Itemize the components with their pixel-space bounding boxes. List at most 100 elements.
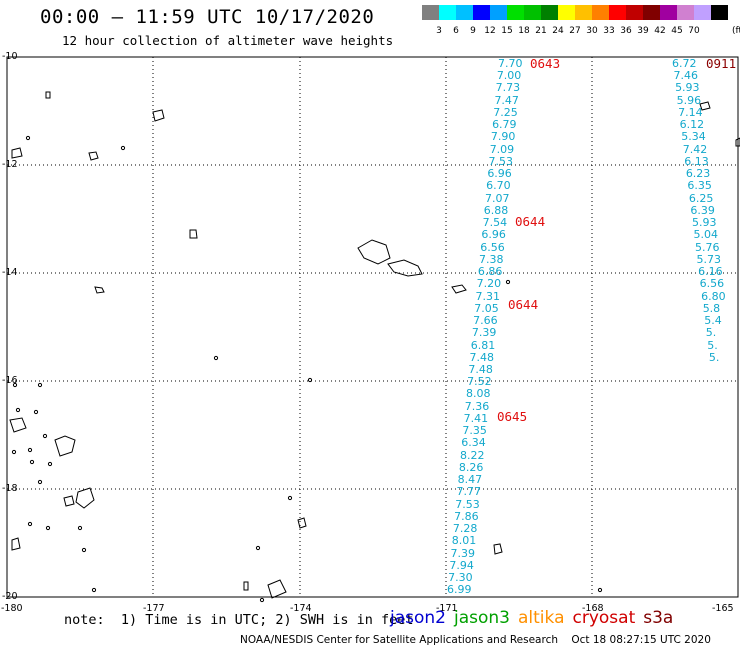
wave-height-value: 5.93 [691, 216, 717, 230]
scale-label: 15 [501, 26, 513, 36]
map-frame [6, 56, 739, 598]
small-island [287, 495, 293, 501]
footer-credit: NOAA/NESDIS Center for Satellite Applica… [240, 634, 711, 646]
wave-height-value: 7.39 [471, 326, 497, 340]
scale-label: 30 [586, 26, 598, 36]
wave-height-value: 5. [707, 338, 718, 352]
wave-height-value: 6.39 [690, 203, 715, 217]
island-outline [11, 537, 21, 551]
scale-swatch [575, 5, 592, 20]
satellite-legend-item: jason2 [390, 608, 446, 628]
wave-height-value: 6.72 [672, 57, 697, 70]
wave-height-value: 8.01 [451, 534, 477, 548]
wave-height-value: 6.56 [699, 277, 725, 291]
scale-swatch [473, 5, 490, 20]
wave-height-value: 6.80 [701, 289, 726, 303]
wave-height-value: 7.28 [452, 522, 478, 536]
wave-height-value: 6.86 [477, 265, 503, 279]
satellite-legend-item: cryosat [572, 608, 636, 628]
island-outline [45, 91, 51, 99]
scale-swatch [524, 5, 541, 20]
small-island [307, 377, 313, 383]
scale-label: 21 [535, 26, 547, 36]
lon-label: -171 [436, 603, 458, 614]
scale-label: 39 [637, 26, 649, 36]
wave-height-value: 6.25 [688, 191, 714, 205]
wave-height-value: 6.70 [486, 179, 511, 193]
wave-height-value: 7.30 [448, 571, 473, 585]
wave-height-value: 6.96 [487, 167, 512, 181]
wave-height-value: 5.4 [704, 314, 722, 328]
wave-height-value: 5. [708, 350, 720, 364]
scale-swatch [456, 5, 473, 20]
scale-swatch [626, 5, 643, 20]
wave-height-value: 6.79 [492, 118, 517, 132]
lat-label: -10 [2, 51, 18, 62]
lat-label: -16 [2, 375, 18, 386]
scale-label: 36 [620, 26, 632, 36]
scale-label: 33 [603, 26, 615, 36]
island-outline [357, 239, 391, 265]
scale-swatch [592, 5, 609, 20]
wave-height-value: 5.34 [681, 130, 706, 144]
small-island [81, 547, 87, 553]
wave-height-value: 5.93 [675, 81, 700, 95]
satellite-legend-item: s3a [643, 608, 674, 628]
wave-height-value: 7.35 [462, 424, 487, 438]
scale-label: 12 [484, 26, 496, 36]
satellite-legend: jason2 jason3 altika cryosat s3a [390, 608, 681, 628]
small-island [29, 459, 35, 465]
small-island [255, 545, 261, 551]
wave-height-value: 5. [705, 326, 717, 340]
scale-swatch [507, 5, 524, 20]
island-outline [11, 147, 23, 159]
wave-height-value: 8.22 [460, 448, 485, 462]
small-island [12, 382, 18, 388]
small-island [27, 521, 33, 527]
island-outline [9, 417, 27, 433]
page-title: 00:00 – 11:59 UTC 10/17/2020 [40, 6, 375, 28]
scale-swatch [643, 5, 660, 20]
small-island [77, 525, 83, 531]
wave-height-value: 5.73 [696, 252, 722, 266]
lat-label: -12 [2, 159, 18, 170]
small-island [259, 597, 265, 603]
small-island [505, 279, 511, 285]
wave-height-value: 7.48 [469, 350, 495, 364]
island-outline [267, 579, 287, 599]
scale-label: 18 [518, 26, 530, 36]
island-outline [451, 284, 467, 294]
island-outline [63, 495, 75, 507]
wave-height-value: 7.90 [490, 130, 516, 144]
wave-height-value: 7.05 [474, 301, 499, 315]
wave-height-value: 6.34 [461, 436, 486, 450]
wave-height-value: 6.23 [685, 167, 711, 181]
small-island [91, 587, 97, 593]
wave-height-value: 7.54 [482, 216, 508, 230]
wave-height-value: 6.12 [679, 118, 705, 132]
wave-height-value: 7.42 [682, 142, 708, 156]
scale-swatch [660, 5, 677, 20]
wave-height-value: 7.46 [673, 69, 699, 83]
island-outline [387, 259, 423, 277]
scale-swatch [609, 5, 626, 20]
wave-height-value: 7.00 [496, 69, 522, 83]
wave-height-value: 6.88 [483, 203, 509, 217]
small-island [25, 135, 31, 141]
small-island [213, 355, 219, 361]
lon-label: -180 [1, 603, 23, 614]
island-outline [243, 581, 249, 591]
wave-height-value: 5.76 [695, 240, 720, 254]
pass-time-label: 0645 [497, 409, 528, 424]
wave-height-value: 6.16 [698, 265, 723, 279]
satellite-legend-item: jason3 [454, 608, 510, 628]
scale-label: 42 [654, 26, 666, 36]
wave-height-value: 8.08 [465, 387, 491, 401]
wave-height-value: 7.31 [475, 289, 500, 303]
wave-height-value: 7.70 [498, 57, 523, 70]
wave-height-value: 7.94 [449, 558, 474, 572]
small-island [37, 382, 43, 388]
small-island [120, 145, 126, 151]
lat-label: -14 [2, 267, 18, 278]
